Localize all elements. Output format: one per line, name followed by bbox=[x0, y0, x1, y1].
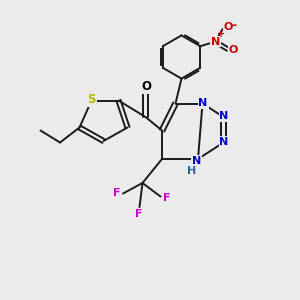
Text: S: S bbox=[87, 93, 96, 106]
Text: O: O bbox=[141, 80, 151, 94]
Text: N: N bbox=[192, 155, 201, 166]
Text: O: O bbox=[228, 45, 238, 55]
Text: N: N bbox=[220, 137, 229, 147]
Text: +: + bbox=[217, 29, 225, 39]
Text: -: - bbox=[232, 19, 237, 32]
Text: F: F bbox=[113, 188, 121, 198]
Text: F: F bbox=[135, 208, 143, 219]
Text: N: N bbox=[199, 98, 208, 108]
Text: N: N bbox=[211, 37, 220, 47]
Text: O: O bbox=[223, 22, 232, 32]
Text: F: F bbox=[163, 193, 170, 203]
Text: H: H bbox=[188, 166, 196, 176]
Text: N: N bbox=[220, 111, 229, 122]
